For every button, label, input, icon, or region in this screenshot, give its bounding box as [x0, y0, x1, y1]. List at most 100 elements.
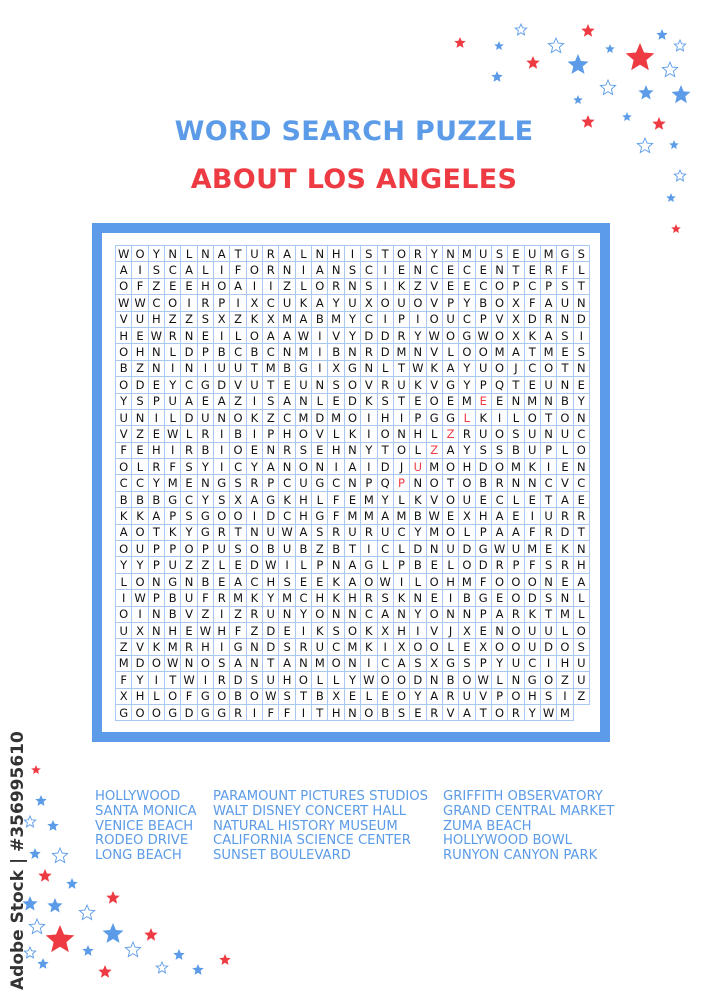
grid-cell: R [214, 672, 231, 689]
grid-cell: C [181, 491, 198, 509]
grid-cell: E [197, 393, 215, 410]
grid-cell: C [148, 295, 166, 312]
grid-cell: B [148, 491, 166, 509]
grid-cell: C [132, 475, 149, 492]
grid-cell: P [475, 606, 492, 623]
grid-cell: C [165, 262, 182, 279]
grid-cell: O [410, 639, 427, 656]
grid-cell: N [148, 573, 166, 591]
word-list-column-1: HOLLYWOOD SANTA MONICA VENICE BEACH RODE… [95, 789, 197, 864]
grid-cell: A [573, 573, 590, 591]
grid-cell: O [230, 442, 247, 460]
grid-cell: X [393, 639, 411, 656]
grid-cell: W [475, 327, 492, 345]
grid-cell: K [246, 409, 264, 427]
grid-cell: N [491, 622, 509, 640]
grid-cell: E [410, 704, 427, 722]
grid-cell: B [230, 426, 247, 443]
grid-cell: Y [197, 491, 215, 509]
grid-cell: I [410, 622, 427, 640]
grid-cell: O [328, 655, 345, 673]
grid-cell: N [295, 655, 313, 673]
grid-cell: Z [246, 622, 264, 640]
grid-cell: D [181, 344, 198, 361]
grid-cell: H [214, 622, 231, 640]
word-item: WALT DISNEY CONCERT HALL [213, 803, 407, 819]
star-icon [23, 814, 37, 828]
word-item: RUNYON CANYON PARK [443, 848, 598, 864]
grid-cell: U [165, 393, 182, 410]
grid-cell: H [344, 590, 362, 607]
grid-cell: O [508, 688, 525, 705]
grid-cell: E [426, 590, 443, 607]
grid-cell: O [524, 573, 541, 591]
grid-cell: G [165, 704, 182, 722]
grid-cell: P [263, 426, 280, 443]
grid-cell: U [279, 541, 296, 558]
grid-cell: M [393, 344, 411, 361]
word-item: GRAND CENTRAL MARKET [443, 803, 615, 819]
grid-cell: P [148, 590, 166, 607]
grid-cell: D [263, 639, 280, 656]
star-icon [98, 965, 112, 978]
grid-cell: Z [165, 311, 182, 328]
grid-cell: Z [557, 672, 574, 689]
grid-cell: K [279, 491, 296, 509]
grid-cell: C [328, 475, 345, 492]
grid-cell: A [279, 246, 296, 263]
grid-cell: S [246, 672, 264, 689]
grid-cell: N [573, 459, 590, 476]
star-icon [219, 954, 231, 965]
grid-cell: R [508, 606, 525, 623]
grid-cell: W [116, 295, 133, 312]
grid-cell: O [214, 508, 231, 525]
grid-cell: L [410, 573, 427, 591]
star-icon [581, 115, 595, 128]
grid-cell: M [295, 409, 313, 427]
grid-cell: C [361, 311, 378, 328]
grid-cell: L [181, 246, 198, 263]
grid-cell: Y [344, 672, 362, 689]
grid-cell: F [230, 262, 247, 279]
grid-cell: J [508, 360, 525, 378]
grid-cell: I [377, 639, 394, 656]
grid-cell: O [393, 688, 411, 705]
grid-cell: O [475, 344, 492, 361]
grid-cell: R [181, 639, 198, 656]
grid-cell: N [328, 557, 345, 574]
grid-cell: Y [491, 655, 509, 673]
grid-cell: O [491, 327, 509, 345]
grid-cell: U [540, 377, 558, 394]
grid-cell: U [508, 655, 525, 673]
grid-cell: H [197, 639, 215, 656]
grid-cell: A [426, 688, 443, 705]
grid-cell: U [524, 639, 541, 656]
grid-cell: B [116, 491, 133, 509]
grid-cell: Y [377, 491, 394, 509]
grid-cell: O [197, 655, 215, 673]
grid-cell: N [279, 262, 296, 279]
star-icon [102, 923, 124, 943]
grid-cell: A [230, 573, 247, 591]
grid-cell: U [263, 524, 280, 542]
grid-cell: X [508, 295, 525, 312]
grid-cell: I [246, 508, 264, 525]
word-item: RODEO DRIVE [95, 833, 189, 849]
grid-cell: R [197, 295, 215, 312]
grid-cell: E [312, 442, 329, 460]
grid-cell: S [279, 639, 296, 656]
grid-cell: S [295, 442, 313, 460]
star-icon [656, 29, 668, 40]
grid-cell: R [540, 311, 558, 328]
grid-cell: N [279, 606, 296, 623]
grid-cell: N [410, 344, 427, 361]
grid-cell: M [279, 590, 296, 607]
grid-cell: G [361, 557, 378, 574]
grid-cell: D [312, 409, 329, 427]
grid-cell: E [508, 508, 525, 525]
grid-cell: O [540, 672, 558, 689]
grid-cell: T [540, 409, 558, 427]
grid-cell: L [312, 393, 329, 410]
grid-cell: E [573, 377, 590, 394]
grid-cell: L [573, 262, 590, 279]
